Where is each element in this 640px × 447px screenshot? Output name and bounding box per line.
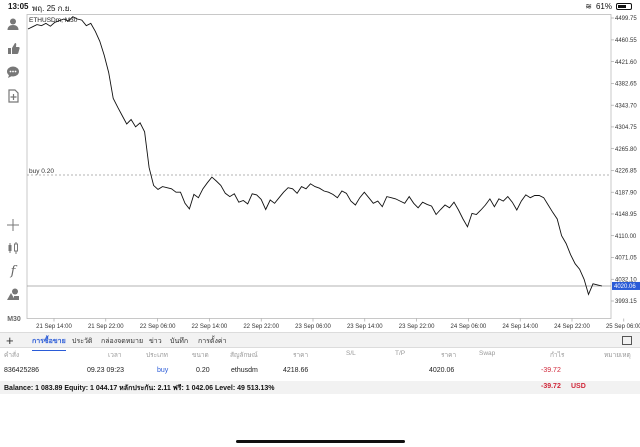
price-series-line — [27, 16, 603, 296]
x-tick-label: 23 Sep 14:00 — [347, 324, 383, 330]
y-tick-label: 4148.95 — [615, 212, 637, 218]
battery-percent: 61% — [595, 2, 612, 11]
x-tick-label: 24 Sep 06:00 — [451, 324, 487, 330]
header-tp: T/P — [395, 350, 406, 357]
tab-mailbox[interactable]: กล่องจดหมาย — [101, 338, 144, 345]
y-axis: 4499.75 4460.55 4421.60 4382.65 4343.70 4304.… — [611, 16, 637, 305]
header-time: เวลา — [108, 352, 122, 359]
panel-toggle-icon[interactable] — [622, 336, 632, 345]
add-order-icon[interactable]: + — [6, 333, 14, 348]
wifi-icon: ≋ — [585, 2, 592, 11]
row-price: 4218.66 — [283, 367, 309, 374]
header-cur-price: ราคา — [441, 352, 457, 359]
row-type: buy — [157, 367, 169, 374]
balance-row: Balance: 1 083.89 Equity: 1 044.17 หลักป… — [0, 381, 640, 394]
row-volume: 0.20 — [196, 367, 210, 374]
price-chart[interactable]: ETHUSDm, M30 4499.75 4460.55 4421.60 4382.6… — [26, 14, 640, 332]
plot-frame — [26, 14, 612, 319]
y-tick-label: 4382.65 — [615, 82, 637, 88]
x-tick-label: 21 Sep 14:00 — [36, 324, 72, 330]
row-order: 836425286 — [4, 367, 40, 374]
positions-header: คำสั่ง เวลา ประเภท ขนาด สัญลักษณ์ ราคา S… — [0, 350, 640, 362]
y-tick-label: 4460.55 — [615, 38, 637, 44]
y-tick-label: 4343.70 — [615, 103, 637, 109]
header-profit: กำไร — [550, 352, 565, 359]
symbol-label: ETHUSDm, M30 — [29, 17, 78, 24]
tab-trade[interactable]: การซื้อขาย — [32, 338, 66, 351]
y-tick-label: 4265.80 — [615, 147, 637, 153]
x-axis: 21 Sep 14:00 21 Sep 22:00 22 Sep 06:00 22 S… — [36, 318, 640, 330]
header-swap: Swap — [479, 350, 496, 357]
chat-icon[interactable] — [4, 64, 22, 80]
x-tick-label: 22 Sep 06:00 — [140, 324, 176, 330]
person-icon[interactable] — [4, 16, 22, 32]
y-tick-label: 4110.00 — [615, 234, 637, 240]
terminal-tabs-bar: + การซื้อขาย ประวัติ กล่องจดหมาย ข่าว บั… — [0, 332, 640, 351]
status-date: พฤ. 25 ก.ย. — [32, 4, 72, 13]
add-note-icon[interactable] — [4, 88, 22, 104]
function-icon[interactable]: f — [10, 263, 16, 279]
timeframe-button[interactable]: M30 — [7, 315, 21, 323]
battery-icon — [616, 3, 632, 10]
status-right: ≋ 61% — [585, 2, 632, 11]
row-profit: -39.72 — [541, 367, 561, 374]
x-tick-label: 23 Sep 22:00 — [399, 324, 435, 330]
header-volume: ขนาด — [192, 352, 209, 359]
chart-toolbar: f M30 — [0, 14, 26, 327]
current-price-label: 4020.06 — [614, 284, 636, 290]
x-tick-label: 22 Sep 14:00 — [192, 324, 228, 330]
y-tick-label: 4226.85 — [615, 169, 637, 175]
header-order: คำสั่ง — [4, 352, 20, 359]
header-sl: S/L — [346, 350, 356, 357]
header-symbol: สัญลักษณ์ — [230, 352, 258, 359]
y-tick-label: 4071.05 — [615, 256, 637, 262]
status-bar: 13:05 พฤ. 25 ก.ย. ≋ 61% — [0, 0, 640, 13]
candles-icon[interactable] — [4, 240, 22, 256]
row-symbol: ethusdm — [231, 367, 258, 374]
y-tick-label: 4032.10 — [615, 277, 637, 283]
crosshair-icon[interactable] — [4, 217, 22, 233]
balance-currency: USD — [571, 383, 586, 390]
tab-settings[interactable]: การตั้งค่า — [198, 338, 227, 345]
order-line-label: buy 0.20 — [29, 168, 54, 175]
header-comment: หมายเหตุ — [604, 352, 631, 359]
y-tick-label: 3993.15 — [615, 299, 637, 305]
row-time: 09.23 09:23 — [87, 367, 124, 374]
x-tick-label: 21 Sep 22:00 — [88, 324, 124, 330]
table-row[interactable]: 836425286 09.23 09:23 buy 0.20 ethusdm 4… — [0, 367, 640, 379]
thumb-icon[interactable] — [4, 40, 22, 56]
y-tick-label: 4499.75 — [615, 16, 637, 22]
x-tick-label: 22 Sep 22:00 — [243, 324, 279, 330]
x-tick-label: 24 Sep 14:00 — [502, 324, 538, 330]
x-tick-label: 23 Sep 06:00 — [295, 324, 331, 330]
current-price-tag — [612, 281, 640, 290]
objects-icon[interactable] — [4, 286, 22, 302]
y-tick-label: 4187.90 — [615, 190, 637, 196]
x-tick-label: 24 Sep 22:00 — [554, 324, 590, 330]
balance-profit: -39.72 — [541, 383, 561, 390]
status-time: 13:05 — [8, 2, 29, 11]
tab-journal[interactable]: บันทึก — [170, 338, 189, 345]
y-tick-label: 4304.75 — [615, 125, 637, 131]
y-tick-label: 4421.60 — [615, 60, 637, 66]
tab-news[interactable]: ข่าว — [149, 338, 162, 345]
tab-history[interactable]: ประวัติ — [72, 338, 93, 345]
x-tick-label: 25 Sep 06:00 — [606, 324, 640, 330]
row-cur-price: 4020.06 — [429, 367, 455, 374]
home-indicator — [236, 440, 405, 443]
header-type: ประเภท — [146, 352, 168, 359]
header-price: ราคา — [293, 352, 309, 359]
balance-summary: Balance: 1 083.89 Equity: 1 044.17 หลักป… — [4, 385, 275, 392]
